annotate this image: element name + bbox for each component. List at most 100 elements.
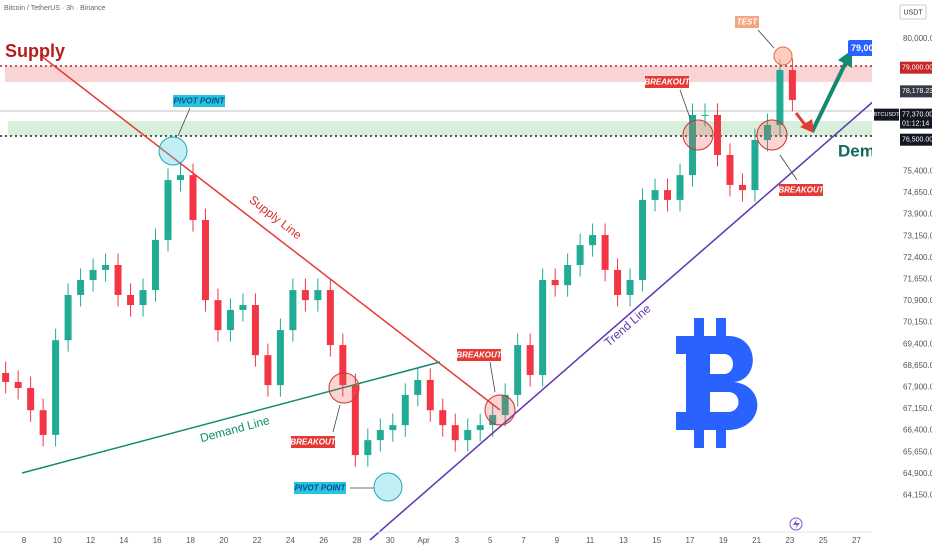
breakout-circle <box>682 119 714 151</box>
candle-body <box>476 425 484 431</box>
candle-body <box>414 379 422 395</box>
candle-body <box>351 385 359 456</box>
pointer <box>489 361 496 393</box>
currency-box <box>899 4 927 20</box>
breakout-circle <box>484 394 516 426</box>
candle-body <box>127 294 135 306</box>
candle-body <box>201 220 209 301</box>
label-box <box>779 184 823 196</box>
bitcoin-logo <box>676 318 758 448</box>
candle-body <box>139 290 147 306</box>
y-tick-label: 75,400.00 <box>903 166 932 175</box>
candle-body <box>439 410 447 426</box>
candle-body <box>114 265 122 295</box>
candle-body <box>251 305 259 356</box>
candle-body <box>289 290 297 331</box>
pointer <box>332 404 341 433</box>
x-tick-label: 16 <box>153 536 162 545</box>
candle-body <box>264 355 272 386</box>
trend-line <box>369 99 876 541</box>
candle-body <box>2 373 10 382</box>
x-tick-label: 8 <box>22 536 27 545</box>
candle-body <box>239 305 247 310</box>
candle-body <box>364 440 372 456</box>
x-tick-label: 9 <box>555 536 560 545</box>
candle-body <box>689 114 697 176</box>
y-tick-label: 80,000.00 <box>903 34 932 43</box>
price-tag <box>900 108 932 129</box>
candle-body <box>664 190 672 200</box>
candle-body <box>651 190 659 200</box>
price-tag-label: 78,178.23 <box>902 88 932 95</box>
breakout-circle <box>756 119 788 151</box>
candle-body <box>551 279 559 286</box>
candle-body <box>301 290 309 301</box>
price-tag-label: 77,370.00 <box>902 111 932 118</box>
candle-body <box>314 290 322 301</box>
y-tick-label: 70,900.00 <box>903 296 932 305</box>
candle-body <box>589 235 597 246</box>
supply-zone <box>5 66 875 82</box>
candle-body <box>64 294 72 341</box>
x-tick-label: 11 <box>586 536 595 545</box>
candle-body <box>426 379 434 411</box>
y-tick-label: 73,900.00 <box>903 210 932 219</box>
x-tick-label: 30 <box>386 536 395 545</box>
candle-body <box>751 139 759 191</box>
y-tick-label: 70,150.00 <box>903 318 932 327</box>
x-tick-label: 7 <box>521 536 526 545</box>
symbol-title: Bitcoin / TetherUS · 3h · Binance <box>4 5 106 12</box>
pointer <box>757 29 775 49</box>
candle-body <box>464 430 472 441</box>
candle-body <box>189 175 197 221</box>
candle-body <box>788 69 796 100</box>
candle-body <box>77 279 85 295</box>
pivot-label: PIVOT POINT <box>295 484 347 493</box>
x-tick-label: 19 <box>719 536 728 545</box>
label-box <box>291 436 335 448</box>
x-tick-label: 20 <box>219 536 228 545</box>
y-tick-label: 69,400.00 <box>903 339 932 348</box>
x-tick-label: 14 <box>119 536 128 545</box>
breakout-label: BREAKOUT <box>456 351 502 360</box>
candle-body <box>713 114 721 155</box>
candle-body <box>763 125 771 140</box>
candle-body <box>276 330 284 386</box>
x-tick-label: 28 <box>353 536 362 545</box>
y-tick-label: 64,900.00 <box>903 469 932 478</box>
x-tick-label: Apr <box>417 536 430 545</box>
countdown: 01:12:14 <box>902 120 929 127</box>
candle-body <box>701 114 709 116</box>
breakout-circle <box>328 372 360 404</box>
candle-body <box>401 394 409 426</box>
target-label: 79,000.00 <box>851 43 891 53</box>
y-tick-label: 65,650.00 <box>903 447 932 456</box>
pointer <box>679 89 691 119</box>
test-circle <box>773 46 793 66</box>
x-tick-label: 24 <box>286 536 295 545</box>
pointer <box>177 107 191 137</box>
candle-body <box>39 410 47 435</box>
candle-body <box>576 245 584 265</box>
down-arrow <box>794 112 808 127</box>
currency: USDT <box>903 9 923 16</box>
candle-body <box>164 180 172 240</box>
candle-body <box>326 290 334 346</box>
candle-body <box>539 279 547 376</box>
demand-zone <box>8 121 875 136</box>
supply-line <box>39 54 501 411</box>
price-tag-label: 76,500.00 <box>902 137 932 144</box>
x-tick-label: 27 <box>852 536 861 545</box>
y-tick-label: 72,400.00 <box>903 253 932 262</box>
candles <box>2 58 796 467</box>
price-tag <box>900 61 932 74</box>
candle-body <box>626 279 634 295</box>
pivot-label: PIVOT POINT <box>174 97 226 106</box>
candle-body <box>676 175 684 200</box>
price-tag-label: 79,000.00 <box>902 65 932 72</box>
y-tick-label: 66,400.00 <box>903 426 932 435</box>
candle-body <box>214 300 222 331</box>
axes: 80,000.00 75,400.00 74,650.00 73,900.00 73,1… <box>22 34 932 545</box>
